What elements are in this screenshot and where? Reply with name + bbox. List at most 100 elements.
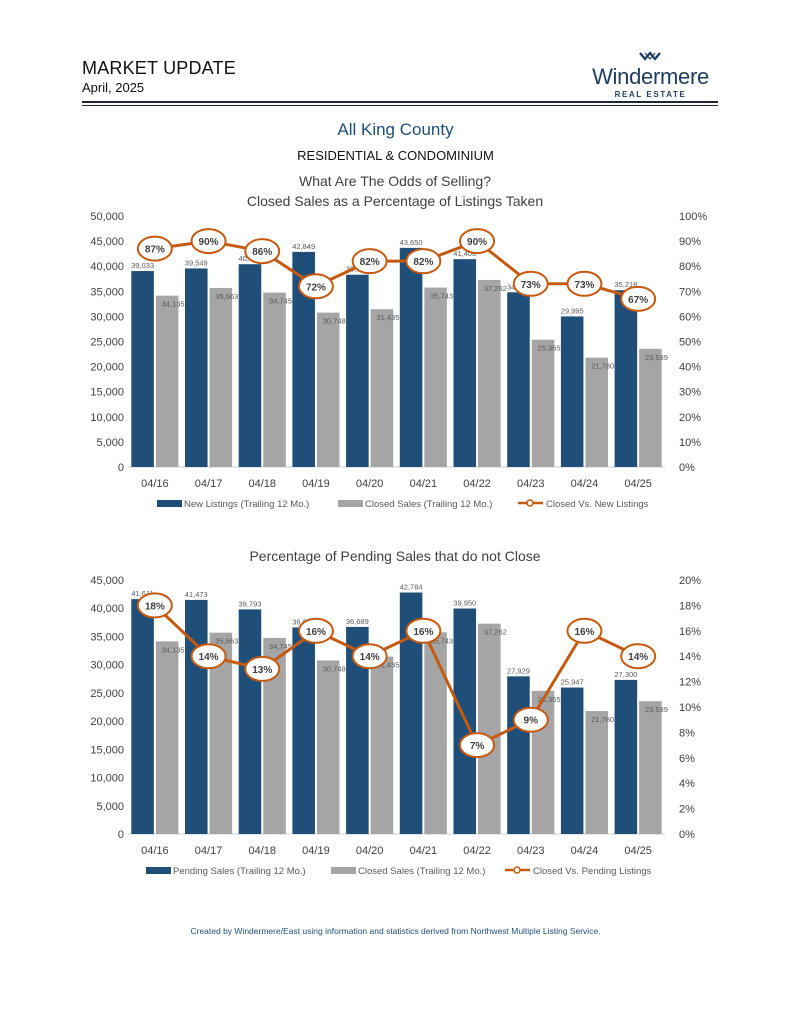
line-point-marker [244,655,281,682]
x-tick-label: 04/25 [624,845,652,857]
legend-label: Closed Sales (Trailing 12 Mo.) [358,866,485,877]
line-value-label: 86% [252,247,272,258]
bar-value-label: 39,549 [185,258,208,267]
bar-series-1 [507,292,530,467]
line-value-label: 73% [574,280,594,291]
bar-value-label: 21,780 [591,362,614,371]
bar-value-label: 42,784 [400,583,423,592]
bar-series-2 [370,309,394,467]
bar-series-2 [370,656,394,834]
y-tick-label: 30,000 [90,660,124,672]
line-point-marker [405,248,442,275]
report-title: MARKET UPDATE [82,58,236,78]
legend-label: Closed Vs. New Listings [546,499,649,510]
line-value-label: 16% [574,627,594,638]
y2-tick-label: 0% [679,829,695,841]
bar-series-1 [399,247,423,467]
y-tick-label: 35,000 [90,631,124,643]
y-tick-label: 30,000 [90,311,124,323]
bar-series-1 [399,592,423,834]
bar-value-label: 25,365 [538,344,561,353]
x-tick-label: 04/19 [302,845,330,857]
bar-series-2 [639,701,662,834]
bar-value-label: 31,435 [376,313,399,322]
bar-series-2 [424,632,447,834]
line-value-label: 72% [306,282,326,293]
legend-label: Closed Sales (Trailing 12 Mo.) [365,499,492,510]
y2-tick-label: 12% [679,677,701,689]
bar-series-2 [263,637,286,834]
bar-series-2 [209,287,233,467]
legend-swatch [338,500,363,507]
bar-value-label: 29,995 [561,306,584,315]
line-value-label: 7% [470,741,485,752]
line-value-label: 14% [628,652,648,663]
y-tick-label: 40,000 [90,603,124,615]
line-value-label: 9% [524,716,539,727]
property-type: RESIDENTIAL & CONDOMINIUM [297,148,494,163]
bar-series-2 [316,660,340,834]
legend-marker [513,866,521,874]
bar-value-label: 35,743 [430,636,453,645]
line-value-label: 16% [413,627,433,638]
bar-series-1 [560,316,584,467]
x-tick-label: 04/21 [410,845,438,857]
x-tick-label: 04/23 [517,478,545,490]
x-tick-label: 04/22 [463,845,491,857]
bar-series-2 [639,348,662,467]
bar-value-label: 23,539 [645,353,668,362]
bar-series-2 [478,279,501,467]
line-point-marker [459,228,496,255]
y-tick-label: 40,000 [90,261,124,273]
y-tick-label: 10,000 [90,773,124,785]
bar-value-label: 36,689 [346,617,369,626]
bar-value-label: 35,663 [215,637,238,646]
bar-series-1 [184,268,208,467]
header-rule [82,101,718,103]
bar-value-label: 34,745 [269,642,292,651]
x-tick-label: 04/17 [195,845,223,857]
bar-series-1 [292,251,315,467]
bar-series-1 [614,290,638,467]
bar-series-1 [238,609,262,834]
line-point-marker [405,617,442,644]
bar-value-label: 35,218 [614,280,637,289]
y2-tick-label: 70% [679,286,701,298]
y2-tick-label: 18% [679,600,701,612]
y2-tick-label: 80% [679,261,701,273]
y2-tick-label: 6% [679,753,695,765]
y2-tick-label: 0% [679,462,695,474]
bar-value-label: 41,473 [185,590,208,599]
line-value-label: 90% [199,237,219,248]
brand-name: Windermere [592,64,709,89]
legend-swatch [157,500,182,507]
y-tick-label: 50,000 [90,211,124,223]
bar-value-label: 35,743 [430,292,453,301]
bar-series-1 [560,687,584,834]
line-point-marker [512,706,549,733]
line-point-marker [620,643,657,670]
x-tick-label: 04/22 [463,478,491,490]
legend-swatch [146,867,171,874]
line-value-label: 82% [413,257,433,268]
y2-tick-label: 60% [679,311,701,323]
line-series [154,239,639,301]
bar-series-2 [585,711,609,834]
legend-label: Closed Vs. Pending Listings [533,866,652,877]
y-tick-label: 25,000 [90,688,124,700]
y2-tick-label: 90% [679,236,701,248]
bar-value-label: 27,929 [507,666,530,675]
bar-value-label: 37,262 [484,628,507,637]
bar-value-label: 43,650 [400,238,423,247]
odds-of-selling-chart: What Are The Odds of Selling? Closed Sale… [90,173,707,510]
y-tick-label: 25,000 [90,337,124,349]
bar-value-label: 31,435 [376,661,399,670]
y-tick-label: 45,000 [90,236,124,248]
y-tick-label: 5,000 [96,801,124,813]
y-tick-label: 0 [118,462,124,474]
line-value-label: 14% [360,652,380,663]
bar-series-1 [292,627,315,834]
bar-value-label: 37,262 [484,284,507,293]
line-series [153,604,639,748]
line-point-marker [566,270,603,297]
